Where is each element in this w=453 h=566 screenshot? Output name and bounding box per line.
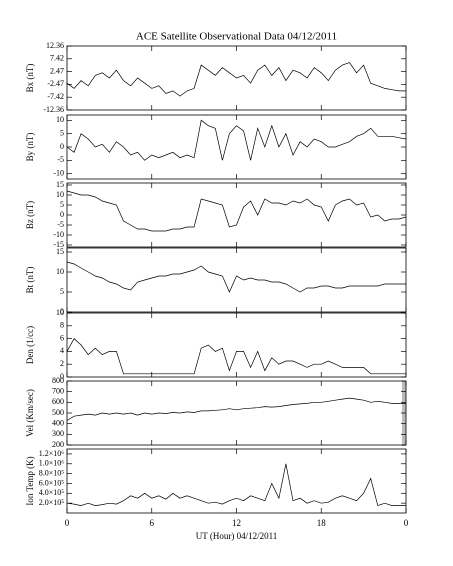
y-tick-label: 2 [60,359,64,368]
y-axis-label: Ion Temp (K) [25,456,35,505]
y-tick-label: 10 [56,267,64,276]
y-tick-label: -15 [53,240,64,249]
data-line [66,397,406,421]
missing-data-band [402,381,406,446]
y-tick-label: 2.47 [50,66,64,75]
panel-frame [66,247,407,313]
y-tick-label: 0 [60,142,64,151]
y-tick-label: 15 [56,247,64,256]
y-tick-label: 4.0×10⁵ [39,488,65,497]
y-tick-label: 700 [52,386,64,395]
y-tick-label: 8 [60,321,64,330]
y-tick-label: 600 [52,397,64,406]
y-tick-label: 500 [52,408,64,417]
y-axis-label: Bx (nT) [25,64,35,93]
y-axis-label: Vel (Km/sec) [25,389,35,437]
y-tick-label: -12.36 [43,105,64,114]
data-line [66,62,406,97]
y-tick-label: 400 [52,418,64,427]
y-tick-label: 12.36 [46,41,64,50]
y-tick-label: 5 [60,128,64,137]
y-tick-label: -10 [53,230,64,239]
y-tick-label: 6.0×10⁵ [39,478,65,487]
y-axis-label: Bz (nT) [25,201,35,229]
y-tick-label: 1.0×10⁶ [39,459,65,468]
panel-frame [66,114,407,180]
y-tick-label: 0 [60,307,64,316]
panel-frame [66,182,407,248]
data-line [66,338,406,375]
x-tick-label: 18 [317,518,327,528]
y-tick-label: 5 [60,200,64,209]
y-tick-label: -5 [57,220,64,229]
y-tick-label: 15 [56,180,64,189]
data-line [66,463,406,507]
y-tick-label: 7.42 [50,54,64,63]
y-tick-label: 8.0×10⁵ [39,468,65,477]
x-tick-label: 0 [65,518,70,528]
y-tick-label: -5 [57,155,64,164]
x-tick-label: 0 [404,518,409,528]
y-tick-label: 1.2×10⁶ [39,449,65,458]
y-tick-label: -7.42 [47,92,64,101]
y-tick-label: 800 [52,376,64,385]
y-tick-label: -2.47 [47,79,64,88]
y-tick-label: 0 [60,372,64,381]
y-tick-label: 2.0×10⁵ [39,498,65,507]
y-tick-label: 10 [56,115,64,124]
x-axis-label: UT (Hour) 04/12/2011 [196,531,278,541]
y-axis-label: Den (1/cc) [25,326,35,364]
data-line [66,119,407,161]
data-line [66,190,407,232]
y-tick-label: 10 [56,308,64,317]
y-tick-label: 6 [60,333,64,342]
y-tick-label: -10 [53,168,64,177]
x-tick-label: 6 [150,518,155,528]
y-tick-label: 4 [60,346,64,355]
y-tick-label: 0 [60,210,64,219]
y-tick-label: 10 [56,190,64,199]
chart-title: ACE Satellite Observational Data 04/12/2… [136,31,337,43]
y-tick-label: 300 [52,429,64,438]
x-tick-label: 12 [232,518,241,528]
y-tick-label: 200 [52,440,64,449]
y-axis-label: Bt (nT) [25,267,35,294]
y-axis-label: By (nT) [25,133,35,162]
y-tick-label: 5 [60,287,64,296]
data-line [66,261,406,293]
